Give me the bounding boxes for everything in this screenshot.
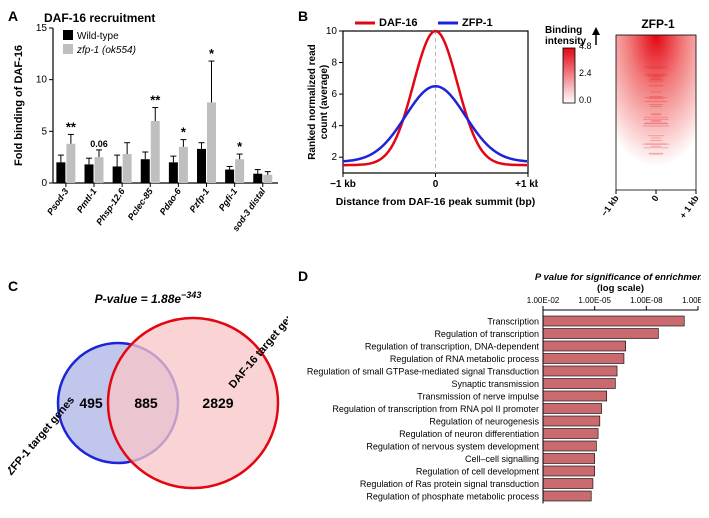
svg-text:*: * xyxy=(181,125,187,140)
svg-text:Pclec-85: Pclec-85 xyxy=(126,186,156,222)
svg-text:Pdao-6: Pdao-6 xyxy=(158,186,184,217)
svg-text:Transmission of nerve impulse: Transmission of nerve impulse xyxy=(417,392,539,402)
svg-text:2829: 2829 xyxy=(202,395,233,411)
svg-text:10: 10 xyxy=(326,26,338,37)
svg-text:Distance from DAF-16 peak summ: Distance from DAF-16 peak summit (bp) xyxy=(336,196,536,208)
svg-text:**: ** xyxy=(66,119,77,134)
svg-text:Pgfi-1: Pgfi-1 xyxy=(217,186,240,212)
svg-text:(log scale): (log scale) xyxy=(597,283,644,294)
svg-text:Transcription: Transcription xyxy=(487,317,539,327)
svg-text:Regulation of small GTPase-med: Regulation of small GTPase-mediated sign… xyxy=(307,367,539,377)
panel-c: C P-value = 1.88e−3434958852829ZFP-1 tar… xyxy=(8,278,288,510)
panel-c-venn: P-value = 1.88e−3434958852829ZFP-1 targe… xyxy=(8,278,288,510)
panel-b-lineplot: 2 4 6 8 10 −1 kb 0 +1 kb DAF-16 ZFP-1 Ranked norma… xyxy=(303,13,538,233)
svg-text:Synaptic transmission: Synaptic transmission xyxy=(451,379,539,389)
svg-text:0: 0 xyxy=(433,179,439,190)
svg-text:Cell–cell signalling: Cell–cell signalling xyxy=(465,454,539,464)
svg-text:8: 8 xyxy=(331,58,337,69)
panel-b-heatmap: 0.02.44.8BindingintensityZFP-1−1 kb0+ 1 … xyxy=(538,13,703,233)
svg-text:−1 kb: −1 kb xyxy=(599,193,621,218)
svg-text:count (average): count (average) xyxy=(319,65,330,139)
panel-b: B 246810−1 kb0+1 kbDAF-16ZFP-1Ranked nor… xyxy=(298,8,701,263)
svg-text:*: * xyxy=(209,46,215,61)
svg-text:1.00E-11: 1.00E-11 xyxy=(682,296,701,305)
panel-a-chart: 0 5 10 15 Fold binding of DAF-16 Wild-type zfp… xyxy=(8,8,288,258)
svg-text:Regulation of neurogenesis: Regulation of neurogenesis xyxy=(429,417,539,427)
svg-text:Regulation of Ras protein sign: Regulation of Ras protein signal transdu… xyxy=(360,479,539,489)
svg-text:DAF-16: DAF-16 xyxy=(379,17,418,29)
svg-text:P-value = 1.88e−343: P-value = 1.88e−343 xyxy=(95,290,202,306)
svg-text:10: 10 xyxy=(36,75,48,86)
svg-text:495: 495 xyxy=(79,395,103,411)
panel-d-bars: P value for significance of enrichment(l… xyxy=(298,268,701,513)
svg-text:0: 0 xyxy=(650,193,661,203)
svg-text:1.00E-05: 1.00E-05 xyxy=(578,296,611,305)
svg-text:intensity: intensity xyxy=(545,36,587,47)
panel-d: D P value for significance of enrichment… xyxy=(298,268,701,513)
panel-a: A DAF-16 recruitment 051015Fold binding … xyxy=(8,8,288,263)
svg-text:Regulation of nervous system d: Regulation of nervous system development xyxy=(366,442,539,452)
svg-text:1.00E-08: 1.00E-08 xyxy=(630,296,663,305)
svg-text:Pzfp-1: Pzfp-1 xyxy=(187,186,211,214)
svg-text:ZFP-1: ZFP-1 xyxy=(462,17,493,29)
svg-text:**: ** xyxy=(150,93,161,108)
svg-text:0: 0 xyxy=(41,178,47,189)
figure-root: A DAF-16 recruitment 051015Fold binding … xyxy=(8,8,701,510)
svg-text:+ 1 kb: + 1 kb xyxy=(678,193,701,220)
svg-text:0.06: 0.06 xyxy=(90,139,108,149)
svg-text:Regulation of transcription fr: Regulation of transcription from RNA pol… xyxy=(332,404,539,414)
svg-text:Regulation of transcription: Regulation of transcription xyxy=(434,329,539,339)
svg-text:Wild-type: Wild-type xyxy=(77,31,119,42)
svg-text:−1 kb: −1 kb xyxy=(330,179,356,190)
svg-text:1.00E-02: 1.00E-02 xyxy=(527,296,560,305)
svg-text:Regulation of RNA metabolic pr: Regulation of RNA metabolic process xyxy=(390,354,540,364)
svg-text:2.4: 2.4 xyxy=(579,68,592,78)
svg-text:Ranked normalized read: Ranked normalized read xyxy=(307,44,318,160)
svg-text:Regulation of neuron different: Regulation of neuron differentiation xyxy=(399,429,539,439)
svg-text:zfp-1 (ok554): zfp-1 (ok554) xyxy=(76,45,136,56)
svg-text:885: 885 xyxy=(134,395,158,411)
svg-text:ZFP-1: ZFP-1 xyxy=(641,17,675,31)
svg-text:0.0: 0.0 xyxy=(579,95,592,105)
svg-text:2: 2 xyxy=(331,152,337,163)
svg-text:+1 kb: +1 kb xyxy=(515,179,538,190)
svg-text:5: 5 xyxy=(41,126,47,137)
svg-text:Regulation of transcription, D: Regulation of transcription, DNA-depende… xyxy=(365,342,540,352)
svg-text:6: 6 xyxy=(331,89,337,100)
svg-text:Binding: Binding xyxy=(545,25,582,36)
svg-text:*: * xyxy=(237,139,243,154)
svg-text:P value for significance of en: P value for significance of enrichment xyxy=(535,272,701,283)
svg-text:Regulation of cell development: Regulation of cell development xyxy=(416,467,540,477)
svg-text:Phsp-12.6: Phsp-12.6 xyxy=(94,186,127,227)
svg-text:Psod-3: Psod-3 xyxy=(45,186,70,216)
svg-text:15: 15 xyxy=(36,23,48,34)
svg-text:Regulation of phosphate metabo: Regulation of phosphate metabolic proces… xyxy=(366,492,539,502)
svg-text:Fold binding of DAF-16: Fold binding of DAF-16 xyxy=(13,45,25,166)
svg-text:Pmtl-1: Pmtl-1 xyxy=(75,186,99,214)
svg-text:4: 4 xyxy=(331,121,337,132)
